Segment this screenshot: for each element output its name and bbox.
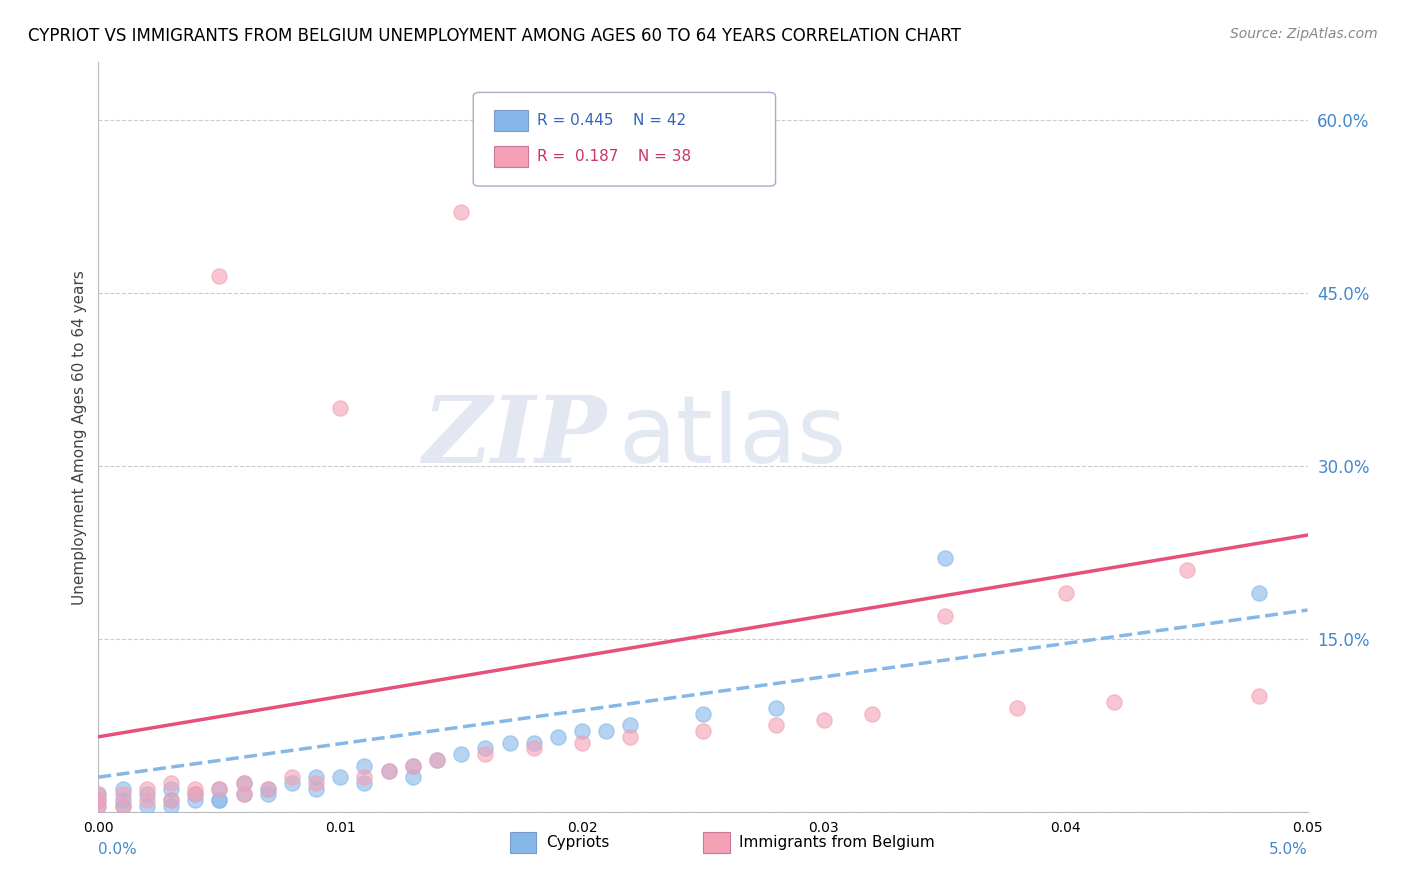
Point (160, 793, 183, 807)
Point (813, 713, 835, 727)
Point (377, 764, 399, 779)
Point (160, 781, 183, 796)
Point (135, 799, 157, 814)
Point (111, 788, 134, 802)
Point (305, 776, 328, 790)
Point (184, 788, 207, 802)
Point (523, 741, 546, 756)
FancyBboxPatch shape (509, 832, 536, 853)
Text: Source: ZipAtlas.com: Source: ZipAtlas.com (1230, 27, 1378, 41)
Point (450, 205, 472, 219)
Point (87, 799, 110, 814)
Point (305, 770, 328, 784)
Point (87, 788, 110, 802)
Point (87, 799, 110, 814)
Point (619, 718, 641, 732)
Point (256, 781, 278, 796)
Point (208, 268, 231, 283)
Point (426, 753, 449, 767)
Point (402, 770, 425, 784)
Point (208, 793, 231, 807)
Point (547, 730, 569, 744)
FancyBboxPatch shape (703, 832, 730, 853)
Y-axis label: Unemployment Among Ages 60 to 64 years: Unemployment Among Ages 60 to 64 years (72, 269, 87, 605)
Point (256, 781, 278, 796)
Point (692, 724, 714, 739)
Point (571, 735, 593, 749)
FancyBboxPatch shape (494, 146, 527, 168)
Point (765, 718, 787, 732)
Text: Immigrants from Belgium: Immigrants from Belgium (740, 835, 935, 850)
Point (232, 788, 254, 802)
Point (281, 770, 304, 784)
Point (184, 793, 207, 807)
Point (934, 608, 956, 623)
Point (329, 401, 352, 416)
Point (135, 788, 157, 802)
Point (160, 776, 183, 790)
Point (87, 793, 110, 807)
Text: ZIP: ZIP (422, 392, 606, 482)
Point (934, 551, 956, 566)
Point (595, 724, 617, 739)
FancyBboxPatch shape (494, 110, 527, 130)
Point (377, 764, 399, 779)
Point (571, 724, 593, 739)
FancyBboxPatch shape (474, 93, 776, 186)
Point (450, 747, 472, 761)
Point (426, 753, 449, 767)
Point (111, 799, 134, 814)
Point (402, 758, 425, 772)
Point (498, 735, 520, 749)
Point (232, 776, 254, 790)
Point (281, 776, 304, 790)
Point (184, 788, 207, 802)
Point (135, 793, 157, 807)
Text: R =  0.187    N = 38: R = 0.187 N = 38 (537, 149, 692, 164)
Point (160, 799, 183, 814)
Point (692, 706, 714, 721)
Point (523, 735, 546, 749)
Point (1175, 563, 1198, 577)
Point (87, 793, 110, 807)
Point (305, 781, 328, 796)
Point (402, 758, 425, 772)
Point (353, 770, 375, 784)
Point (353, 758, 375, 772)
Point (184, 781, 207, 796)
Point (1249, 690, 1271, 704)
Point (256, 788, 278, 802)
Point (1007, 701, 1029, 715)
Point (111, 793, 134, 807)
Text: atlas: atlas (619, 391, 846, 483)
Point (111, 781, 134, 796)
Point (208, 781, 231, 796)
Point (860, 706, 883, 721)
Text: R = 0.445    N = 42: R = 0.445 N = 42 (537, 112, 686, 128)
Point (232, 776, 254, 790)
Point (1102, 695, 1125, 709)
Text: 5.0%: 5.0% (1268, 842, 1308, 856)
Point (474, 747, 496, 761)
Point (160, 793, 183, 807)
Point (111, 799, 134, 814)
Point (765, 701, 787, 715)
Point (135, 781, 157, 796)
Text: CYPRIOT VS IMMIGRANTS FROM BELGIUM UNEMPLOYMENT AMONG AGES 60 TO 64 YEARS CORREL: CYPRIOT VS IMMIGRANTS FROM BELGIUM UNEMP… (28, 27, 962, 45)
Point (619, 730, 641, 744)
Point (474, 741, 496, 756)
Point (208, 793, 231, 807)
Text: 0.0%: 0.0% (98, 842, 138, 856)
Point (353, 776, 375, 790)
Point (329, 770, 352, 784)
Point (208, 781, 231, 796)
Text: Cypriots: Cypriots (546, 835, 609, 850)
Point (1054, 585, 1077, 599)
Point (87, 788, 110, 802)
Point (232, 788, 254, 802)
Point (1249, 585, 1271, 599)
